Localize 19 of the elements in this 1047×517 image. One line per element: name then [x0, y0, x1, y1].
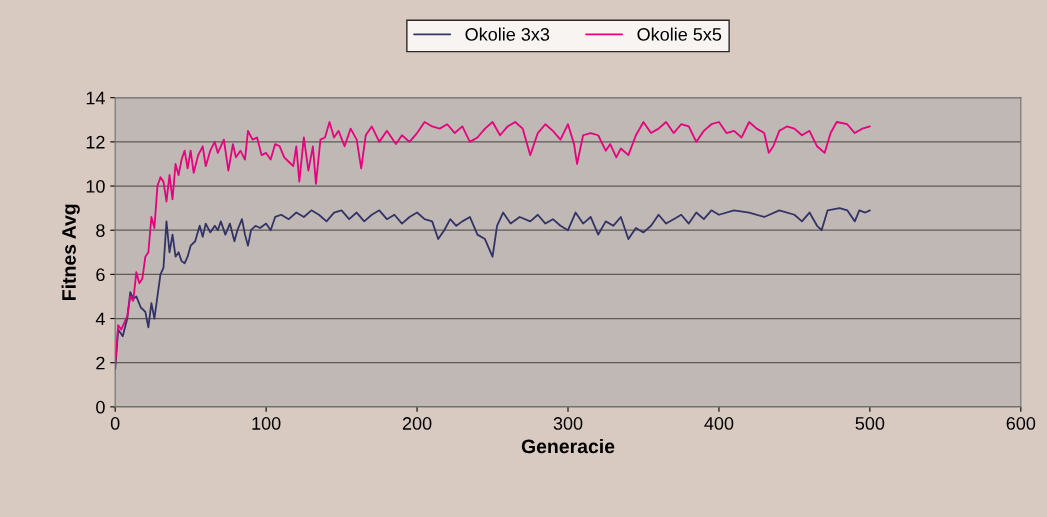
y-tick-label: 4	[95, 312, 105, 326]
x-axis-title: Generacie	[521, 438, 615, 454]
x-tick-label: 0	[110, 417, 120, 430]
y-tick-label: 8	[96, 224, 105, 237]
x-tick-label: 200	[402, 417, 432, 430]
y-tick-label: 14	[86, 91, 105, 105]
legend-label: Okolie 3x3	[465, 27, 550, 41]
y-axis-title: Fitnes Avg	[61, 204, 80, 300]
y-tick-label: 6	[96, 268, 105, 282]
y-tick-label: 2	[96, 356, 105, 370]
legend-label: Okolie 5x5	[637, 27, 722, 41]
x-tick-label: 500	[855, 417, 885, 430]
y-tick-label: 0	[96, 400, 105, 414]
y-tick-label: 12	[86, 135, 105, 149]
x-tick-label: 600	[1006, 417, 1036, 430]
x-tick-label: 300	[553, 417, 583, 430]
y-tick-label: 10	[86, 179, 105, 193]
x-tick-label: 100	[252, 417, 281, 430]
x-tick-label: 400	[704, 417, 734, 430]
